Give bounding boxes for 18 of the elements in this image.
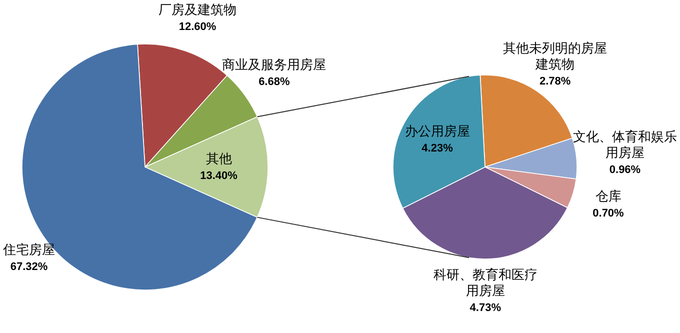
- slice-label: 其他: [206, 151, 232, 166]
- data-label: 67.32%: [10, 260, 48, 273]
- data-label: 4.73%: [470, 302, 502, 314]
- data-label: 13.40%: [200, 170, 238, 182]
- data-label: 6.68%: [258, 76, 290, 88]
- slice-label: 文化、体育和娱乐用房屋: [573, 129, 677, 160]
- slice-label: 科研、教育和医疗用房屋: [433, 267, 538, 298]
- data-label: 4.23%: [422, 142, 454, 154]
- data-label: 0.96%: [609, 164, 641, 176]
- slice-label: 商业及服务用房屋: [222, 56, 326, 72]
- data-label: 0.70%: [592, 207, 624, 220]
- slice-label: 仓库: [595, 188, 622, 204]
- slice-label: 办公用房屋: [404, 123, 470, 138]
- slice-label: 厂房及建筑物: [158, 2, 237, 17]
- data-label: 2.78%: [539, 75, 571, 88]
- slice-label: 住宅房屋: [2, 242, 55, 257]
- slice-label: 其他未列明的房屋建筑物: [503, 40, 608, 72]
- data-label: 12.60%: [178, 21, 216, 33]
